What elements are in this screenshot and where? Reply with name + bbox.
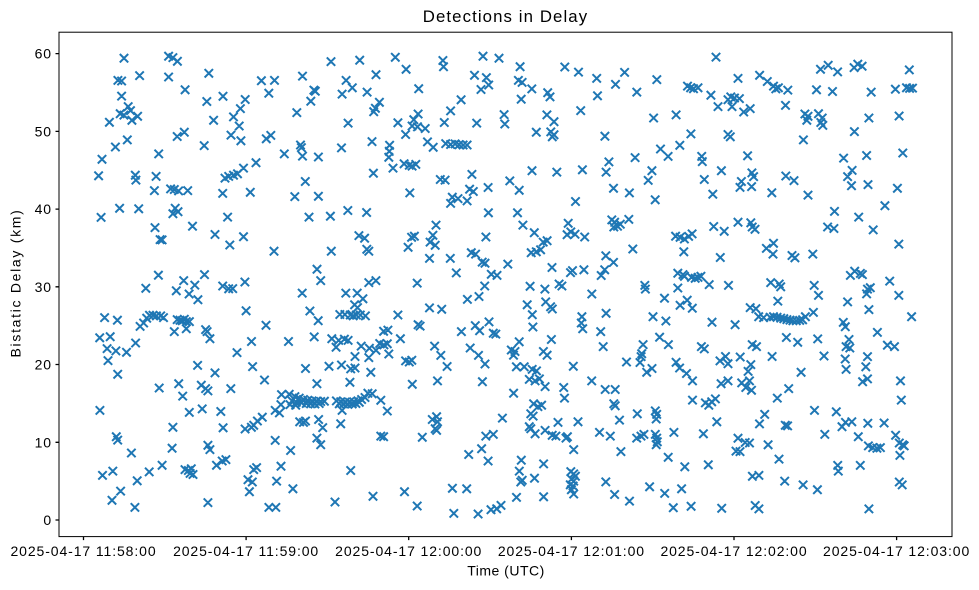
svg-text:2025-04-17 12:02:00: 2025-04-17 12:02:00 <box>660 543 807 559</box>
svg-text:Detections in Delay: Detections in Delay <box>423 7 588 26</box>
svg-text:60: 60 <box>35 46 52 62</box>
svg-text:20: 20 <box>35 357 52 373</box>
svg-text:50: 50 <box>35 123 52 139</box>
svg-text:2025-04-17 12:01:00: 2025-04-17 12:01:00 <box>498 543 645 559</box>
svg-text:2025-04-17 11:59:00: 2025-04-17 11:59:00 <box>173 543 319 559</box>
svg-text:10: 10 <box>35 434 52 450</box>
svg-text:40: 40 <box>35 201 52 217</box>
svg-text:Bistatic Delay (km): Bistatic Delay (km) <box>8 209 24 358</box>
svg-text:2025-04-17 11:58:00: 2025-04-17 11:58:00 <box>10 543 156 559</box>
svg-text:2025-04-17 12:03:00: 2025-04-17 12:03:00 <box>823 543 970 559</box>
svg-text:Time (UTC): Time (UTC) <box>467 563 545 579</box>
svg-text:2025-04-17 12:00:00: 2025-04-17 12:00:00 <box>335 543 482 559</box>
svg-text:0: 0 <box>43 512 52 528</box>
svg-text:30: 30 <box>35 279 52 295</box>
